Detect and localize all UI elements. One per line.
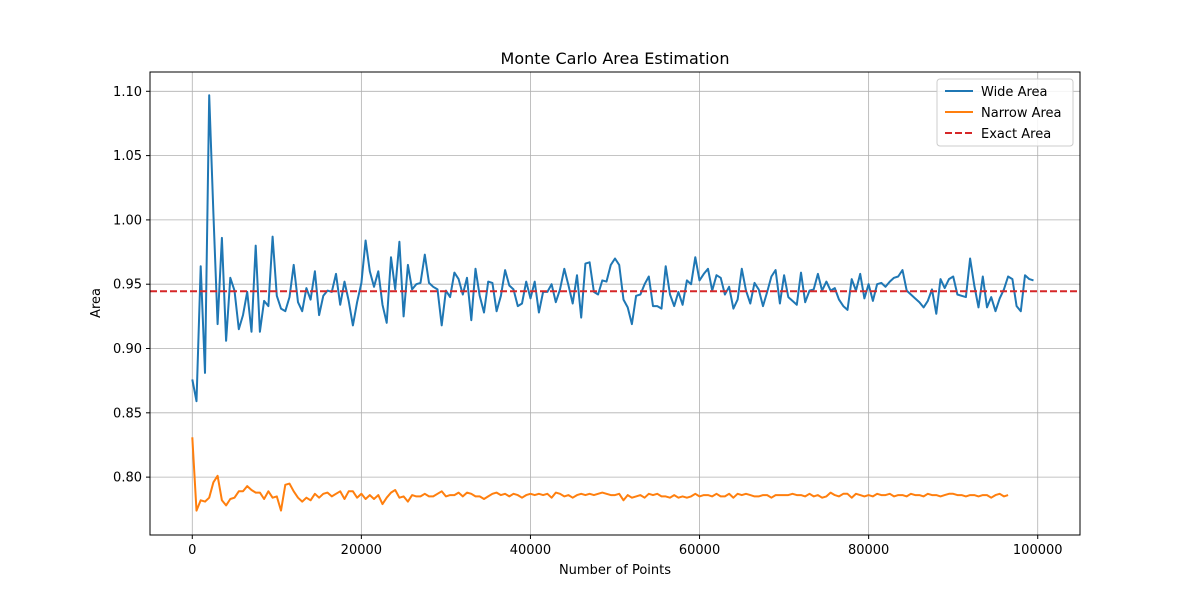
x-tick-label: 20000 bbox=[341, 543, 382, 558]
chart-title: Monte Carlo Area Estimation bbox=[501, 49, 730, 68]
narrow-area-line bbox=[191, 437, 1009, 512]
legend-label-exact-area: Exact Area bbox=[981, 127, 1051, 142]
series-layer bbox=[150, 94, 1080, 512]
wide-area-line bbox=[191, 94, 1034, 403]
x-axis: 0 20000 40000 60000 80000 100000 bbox=[188, 535, 1063, 558]
y-tick-label: 0.95 bbox=[113, 278, 142, 293]
x-tick-label: 0 bbox=[188, 543, 196, 558]
y-tick-label: 0.90 bbox=[113, 342, 142, 357]
y-tick-label: 1.10 bbox=[113, 85, 142, 100]
y-axis-label: Area bbox=[89, 288, 104, 318]
grid bbox=[150, 72, 1080, 535]
x-tick-label: 40000 bbox=[510, 543, 551, 558]
legend: Wide Area Narrow Area Exact Area bbox=[936, 78, 1074, 147]
legend-label-narrow-area: Narrow Area bbox=[981, 106, 1062, 121]
legend-label-wide-area: Wide Area bbox=[981, 85, 1047, 100]
y-tick-label: 1.05 bbox=[113, 149, 142, 164]
plot-frame bbox=[149, 71, 1081, 536]
y-tick-label: 0.85 bbox=[113, 406, 142, 421]
legend-box bbox=[936, 78, 1074, 147]
y-axis: 0.80 0.85 0.90 0.95 1.00 1.05 1.10 bbox=[113, 85, 150, 486]
x-tick-label: 60000 bbox=[679, 543, 720, 558]
x-tick-label: 100000 bbox=[1013, 543, 1063, 558]
x-tick-label: 80000 bbox=[848, 543, 889, 558]
y-tick-label: 0.80 bbox=[113, 471, 142, 486]
x-axis-label: Number of Points bbox=[559, 563, 671, 578]
y-tick-label: 1.00 bbox=[113, 213, 142, 228]
